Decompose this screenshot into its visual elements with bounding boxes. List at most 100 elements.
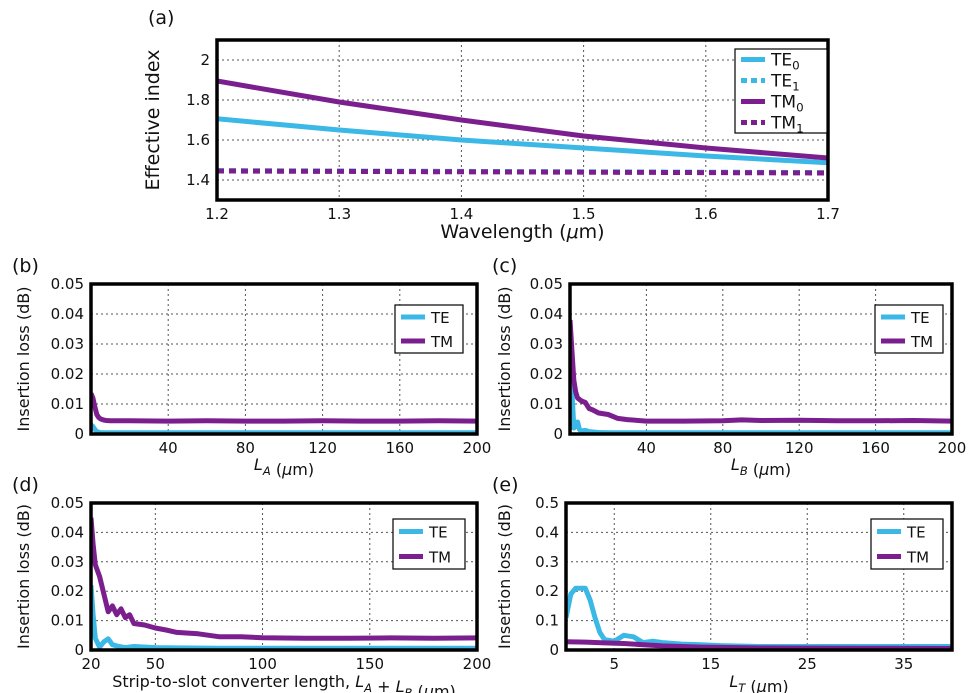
series-line-tm — [566, 639, 952, 650]
chart-panel-c: (c) 0 0.01 0.02 0.03 0.04 0.05 40 80 120 160 200 LB … — [492, 255, 966, 479]
x-tick-label: 160 — [861, 439, 890, 457]
x-tick-label: 1.7 — [816, 205, 840, 223]
y-tick-label: 0.04 — [51, 523, 84, 541]
y-tick-label: 0.03 — [51, 553, 84, 571]
x-tick-label: 20 — [81, 655, 100, 673]
y-tick-label: 0 — [74, 641, 84, 659]
panel-label: (d) — [12, 474, 39, 496]
x-tick-label: 5 — [609, 655, 619, 673]
y-tick-label: 1.8 — [186, 91, 210, 109]
y-tick-label: 0.05 — [51, 494, 84, 512]
series-line-tm — [570, 319, 952, 424]
plot-frame — [89, 282, 479, 436]
x-tick-label: 1.2 — [205, 205, 229, 223]
chart-panel-e: (e) 0 0.1 0.2 0.3 0.4 0.5 5 15 25 35 LT (μm) Inserti… — [492, 474, 954, 693]
y-tick-label: 0.2 — [535, 582, 559, 600]
x-tick-label: 1.4 — [449, 205, 473, 223]
legend-entry: TM — [910, 333, 933, 351]
y-tick-label: 0.5 — [535, 494, 559, 512]
x-axis-label: Wavelength (μm) — [440, 221, 604, 243]
y-tick-label: 0.04 — [530, 305, 563, 323]
y-tick-label: 0.03 — [51, 335, 84, 353]
plot-frame — [215, 38, 830, 202]
y-tick-label: 0.01 — [51, 612, 84, 630]
x-tick-label: 35 — [894, 655, 913, 673]
y-tick-label: 0.01 — [51, 395, 84, 413]
y-tick-label: 1.6 — [186, 131, 210, 149]
x-axis-label: LT (μm) — [729, 672, 788, 693]
y-tick-label: 0.02 — [51, 582, 84, 600]
plot-frame — [89, 501, 479, 652]
x-tick-label: 150 — [355, 655, 384, 673]
panel-label: (c) — [492, 255, 517, 277]
series-line-tm1 — [217, 168, 828, 176]
y-tick-label: 0.3 — [535, 553, 559, 571]
x-tick-label: 200 — [938, 439, 967, 457]
chart-panel-d: (d) 0 0.01 0.02 0.03 0.04 0.05 20 50 100 150 200 Str… — [12, 474, 491, 693]
chart-panel-b: (b) 0 0.01 0.02 0.03 0.04 0.05 40 80 120 160 200 LA … — [12, 255, 491, 479]
plot-frame — [564, 501, 954, 652]
legend-box — [392, 518, 466, 570]
y-tick-label: 1.4 — [186, 171, 210, 189]
x-tick-label: 50 — [146, 655, 165, 673]
legend-entry: TM — [428, 549, 451, 567]
series-line-tm0 — [217, 78, 828, 161]
panel-label: (b) — [12, 255, 39, 277]
legend-entry: TM — [906, 549, 929, 567]
legend-entry: TE1 — [770, 72, 800, 94]
legend-box — [394, 304, 464, 354]
x-tick-label: 80 — [713, 439, 732, 457]
y-tick-label: 0.02 — [51, 365, 84, 383]
legend-entry: TE0 — [770, 51, 800, 73]
y-axis-label: Effective index — [142, 50, 164, 191]
legend-entry: TE — [430, 309, 450, 327]
legend-box — [874, 304, 944, 354]
x-tick-label: 200 — [463, 439, 492, 457]
panel-label: (e) — [492, 474, 519, 496]
x-tick-label: 40 — [159, 439, 178, 457]
y-tick-label: 2 — [200, 51, 210, 69]
y-tick-label: 0.01 — [530, 395, 563, 413]
legend-entry: TE — [910, 309, 930, 327]
plot-frame — [568, 282, 954, 436]
x-tick-label: 120 — [308, 439, 337, 457]
series-line-te0 — [217, 116, 828, 166]
x-axis-label: LB (μm) — [731, 455, 791, 479]
y-tick-label: 0 — [553, 425, 563, 443]
y-axis-label: Insertion loss (dB) — [14, 504, 33, 649]
y-tick-label: 0.4 — [535, 523, 559, 541]
x-tick-label: 40 — [637, 439, 656, 457]
series-line-tm — [91, 517, 477, 641]
x-tick-label: 1.6 — [694, 205, 718, 223]
y-tick-label: 0 — [74, 425, 84, 443]
x-tick-label: 80 — [236, 439, 255, 457]
y-tick-label: 0.03 — [530, 335, 563, 353]
series-line-tm — [91, 392, 477, 424]
y-axis-label: Insertion loss (dB) — [495, 287, 514, 432]
y-tick-label: 0.04 — [51, 305, 84, 323]
x-tick-label: 100 — [248, 655, 277, 673]
y-tick-label: 0 — [549, 641, 559, 659]
x-axis-label: LA (μm) — [254, 455, 314, 479]
series-line-te — [566, 585, 952, 649]
x-tick-label: 15 — [701, 655, 720, 673]
legend: TE TM — [392, 518, 466, 570]
series-line-te — [91, 423, 477, 434]
series-line-te — [91, 585, 477, 650]
chart-panel-a: (a) 1.4 1.6 1.8 2 1.2 1.3 1.4 1.5 1.6 1.7 Wavelengt… — [142, 7, 840, 243]
x-tick-label: 1.3 — [327, 205, 351, 223]
legend-entry: TE — [906, 524, 926, 542]
legend: TE TM — [870, 518, 944, 570]
y-tick-label: 0.02 — [530, 365, 563, 383]
x-tick-label: 25 — [798, 655, 817, 673]
legend-entry: TE — [428, 524, 448, 542]
x-axis-label: Strip-to-slot converter length, LA + LB … — [112, 672, 456, 693]
y-axis-label: Insertion loss (dB) — [14, 287, 33, 432]
x-tick-label: 160 — [385, 439, 414, 457]
legend-entry: TM — [430, 333, 453, 351]
legend-box — [870, 518, 944, 570]
x-tick-label: 1.5 — [572, 205, 596, 223]
y-axis-label: Insertion loss (dB) — [495, 504, 514, 649]
y-tick-label: 0.1 — [535, 612, 559, 630]
legend: TE TM — [394, 304, 464, 354]
